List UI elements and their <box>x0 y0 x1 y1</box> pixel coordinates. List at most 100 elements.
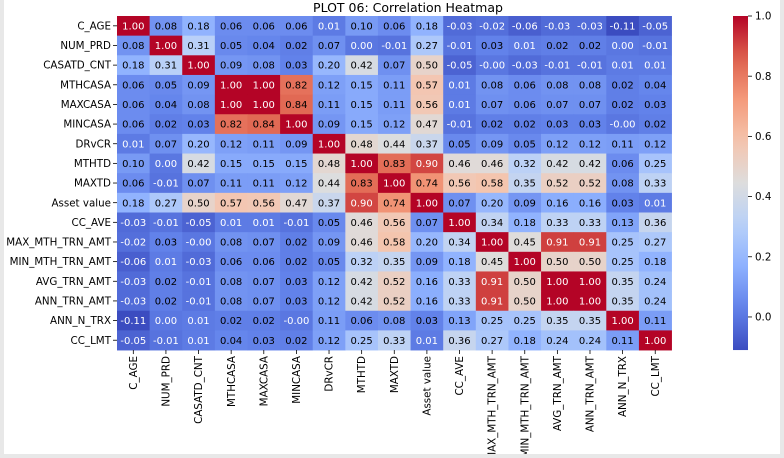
heatmap-cell <box>182 310 216 331</box>
heatmap-cell <box>280 16 314 37</box>
cell-value-label: 0.06 <box>253 21 275 32</box>
heatmap-cell <box>475 55 509 76</box>
cell-value-label: 0.01 <box>122 139 144 150</box>
cell-value-label: 0.42 <box>351 277 373 288</box>
cell-value-label: -0.00 <box>186 238 212 249</box>
heatmap-cell <box>410 35 444 56</box>
cell-value-label: 0.09 <box>187 80 209 91</box>
cell-value-label: -0.01 <box>642 41 668 52</box>
heatmap-cell <box>638 173 672 194</box>
cell-value-label: -0.01 <box>544 61 570 72</box>
cell-value-label: 0.52 <box>383 297 405 308</box>
cell-value-label: 0.50 <box>546 257 568 268</box>
cell-value-label: 0.42 <box>579 159 601 170</box>
cell-value-label: 0.10 <box>122 159 144 170</box>
cell-value-label: 0.31 <box>187 41 209 52</box>
row-label: CC_LMT <box>71 335 112 347</box>
heatmap-cell <box>410 55 444 76</box>
heatmap-cell <box>475 94 509 115</box>
heatmap-cell <box>606 173 640 194</box>
cell-value-label: -0.03 <box>186 257 212 268</box>
cell-value-label: 0.25 <box>611 238 633 249</box>
column-label: NUM_PRD <box>161 356 173 407</box>
cell-value-label: 0.42 <box>351 297 373 308</box>
cell-value-label: 1.00 <box>546 277 568 288</box>
cell-value-label: 0.33 <box>546 218 568 229</box>
heatmap-cell <box>345 94 379 115</box>
cell-value-label: 1.00 <box>285 120 307 131</box>
cell-value-label: 0.03 <box>253 336 275 347</box>
cell-value-label: 0.50 <box>579 257 601 268</box>
heatmap-cell <box>541 133 575 154</box>
cell-value-label: 0.25 <box>644 159 666 170</box>
heatmap-cell <box>312 74 346 95</box>
heatmap-cell <box>117 114 151 135</box>
cell-value-label: 0.07 <box>546 100 568 111</box>
heatmap-cell <box>508 173 542 194</box>
heatmap-cell <box>280 291 314 312</box>
heatmap-cell <box>606 212 640 233</box>
cell-value-label: 0.31 <box>155 61 177 72</box>
heatmap-annotations: 1.00 0.08 0.18 0.06 0.06 0.06 0.01 0.10 0.06 0.18… <box>120 21 668 346</box>
cell-value-label: 0.25 <box>514 316 536 327</box>
cell-value-label: 0.57 <box>416 80 438 91</box>
heatmap-cell <box>638 232 672 253</box>
heatmap-cell <box>606 232 640 253</box>
cell-value-label: 0.33 <box>579 218 601 229</box>
heatmap-cell <box>541 173 575 194</box>
heatmap-cell <box>638 192 672 213</box>
heatmap-cell <box>508 133 542 154</box>
cell-value-label: 0.35 <box>611 297 633 308</box>
heatmap-cell <box>573 153 607 174</box>
heatmap-cell <box>312 212 346 233</box>
cell-value-label: 0.18 <box>448 257 470 268</box>
cell-value-label: 0.01 <box>448 100 470 111</box>
row-label: ANN_N_TRX <box>50 315 111 327</box>
heatmap-cell <box>377 153 411 174</box>
cell-value-label: 0.09 <box>318 120 340 131</box>
heatmap-cell <box>377 291 411 312</box>
heatmap-cell <box>638 271 672 292</box>
cell-value-label: -0.03 <box>120 297 146 308</box>
column-label: AVG_TRN_AMT <box>552 355 564 431</box>
cell-value-label: 0.74 <box>416 179 438 190</box>
cell-value-label: 1.00 <box>220 100 242 111</box>
cell-value-label: 0.27 <box>481 336 503 347</box>
heatmap-cell <box>443 330 477 351</box>
heatmap-cell <box>541 192 575 213</box>
cell-value-label: 1.00 <box>220 80 242 91</box>
cell-value-label: -0.06 <box>512 21 538 32</box>
heatmap-cell <box>606 310 640 331</box>
heatmap-cell <box>214 153 248 174</box>
cell-value-label: 1.00 <box>351 159 373 170</box>
cell-value-label: 0.44 <box>318 179 340 190</box>
cell-value-label: 0.02 <box>253 316 275 327</box>
heatmap-cell <box>573 114 607 135</box>
heatmap-cell <box>149 74 183 95</box>
heatmap-cell <box>280 133 314 154</box>
heatmap-cell <box>377 251 411 272</box>
heatmap-cell <box>345 55 379 76</box>
heatmap-cell <box>475 35 509 56</box>
heatmap-cell <box>475 74 509 95</box>
heatmap-cell <box>312 35 346 56</box>
cell-value-label: 0.57 <box>220 198 242 209</box>
heatmap-cell <box>214 16 248 37</box>
cell-value-label: 0.46 <box>448 159 470 170</box>
cell-value-label: -0.05 <box>186 218 212 229</box>
cell-value-label: 0.07 <box>318 41 340 52</box>
heatmap-cell <box>149 330 183 351</box>
column-label: MTHCASA <box>226 356 238 407</box>
cell-value-label: 0.11 <box>611 336 633 347</box>
colorbar-tick-label: 0.6 <box>755 131 771 143</box>
heatmap-cell <box>573 35 607 56</box>
cell-value-label: 0.33 <box>644 179 666 190</box>
cell-value-label: 0.08 <box>546 80 568 91</box>
heatmap-cell <box>312 114 346 135</box>
cell-value-label: 0.03 <box>611 198 633 209</box>
cell-value-label: 0.07 <box>155 139 177 150</box>
heatmap-cell <box>312 55 346 76</box>
cell-value-label: 0.24 <box>644 277 666 288</box>
cell-value-label: 0.06 <box>220 257 242 268</box>
heatmap-cell <box>214 173 248 194</box>
